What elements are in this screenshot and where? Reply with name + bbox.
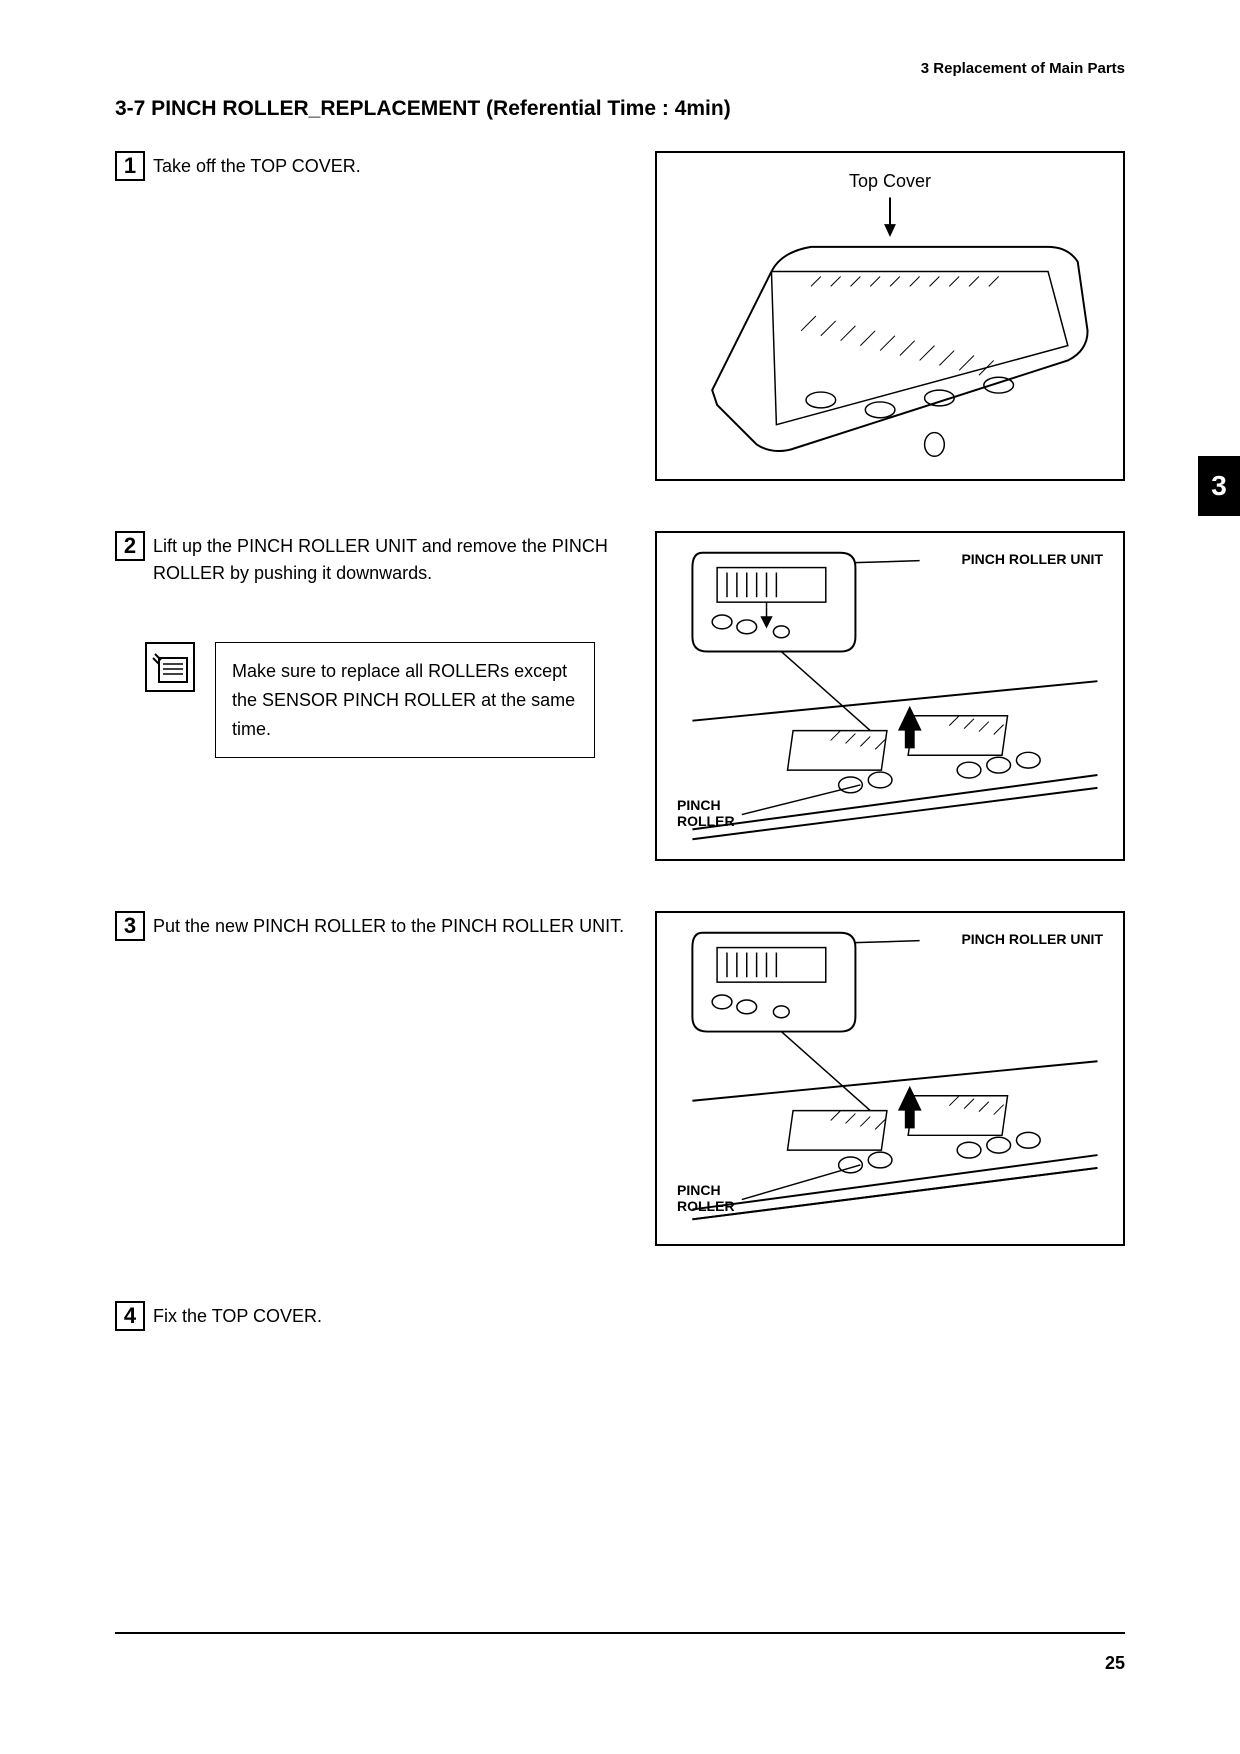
section-title: 3-7 PINCH ROLLER_REPLACEMENT (Referentia… — [115, 97, 1125, 121]
figure-2-label-roller: PINCH ROLLER — [677, 797, 735, 829]
step-number-4: 4 — [115, 1301, 145, 1331]
figure-2: PINCH ROLLER UNIT PINCH ROLLER — [655, 531, 1125, 861]
figure-1-label: Top Cover — [849, 171, 931, 192]
figure-2-label-unit: PINCH ROLLER UNIT — [961, 551, 1103, 567]
figure-1: Top Cover — [655, 151, 1125, 481]
step-number-2: 2 — [115, 531, 145, 561]
footer-divider — [115, 1632, 1125, 1634]
chapter-header: 3 Replacement of Main Parts — [115, 60, 1125, 77]
step-text-1: Take off the TOP COVER. — [153, 151, 361, 180]
step-text-4: Fix the TOP COVER. — [153, 1301, 322, 1330]
figure-3: PINCH ROLLER UNIT PINCH ROLLER — [655, 911, 1125, 1246]
note-icon — [145, 642, 195, 692]
chapter-tab: 3 — [1198, 456, 1240, 516]
figure-3-label-unit: PINCH ROLLER UNIT — [961, 931, 1103, 947]
step-text-2: Lift up the PINCH ROLLER UNIT and remove… — [153, 531, 635, 587]
step-number-3: 3 — [115, 911, 145, 941]
printer-illustration-1 — [657, 153, 1123, 479]
figure-3-label-roller: PINCH ROLLER — [677, 1182, 735, 1214]
step-number-1: 1 — [115, 151, 145, 181]
page-number: 25 — [1105, 1653, 1125, 1674]
note-text: Make sure to replace all ROLLERs except … — [215, 642, 595, 758]
step-text-3: Put the new PINCH ROLLER to the PINCH RO… — [153, 911, 624, 940]
